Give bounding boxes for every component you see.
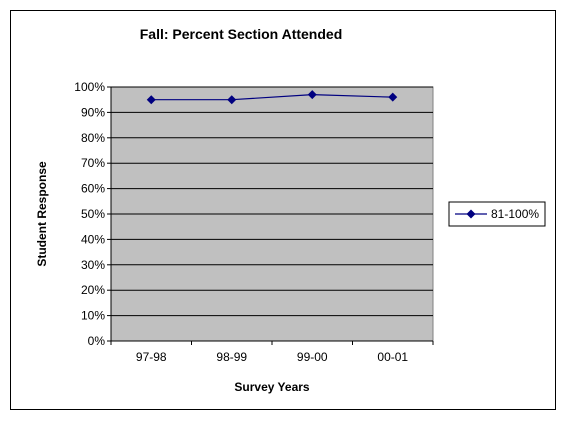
y-tick-label: 30% <box>81 258 105 272</box>
y-tick-label: 40% <box>81 232 105 246</box>
y-tick-label: 10% <box>81 309 105 323</box>
y-tick-label: 90% <box>81 105 105 119</box>
y-tick-label: 20% <box>81 283 105 297</box>
data-point-marker <box>227 95 237 105</box>
data-point-marker <box>307 90 317 100</box>
x-tick-label: 97-98 <box>136 350 167 364</box>
chart-frame: Fall: Percent Section Attended 0% 10% 20% 3… <box>10 10 556 410</box>
data-point-marker <box>146 95 156 105</box>
y-axis-title: Student Response <box>35 161 49 267</box>
data-point-marker <box>388 92 398 102</box>
x-tick-label: 98-99 <box>216 350 247 364</box>
y-tick-label: 50% <box>81 207 105 221</box>
y-axis-ticks: 0% 10% 20% 30% 40% 50% 60% 70% 80% 90% 100% <box>74 80 111 348</box>
series-line <box>151 94 393 101</box>
chart-title: Fall: Percent Section Attended <box>140 26 343 42</box>
line-chart: Fall: Percent Section Attended 0% 10% 20% 3… <box>35 26 546 394</box>
x-axis-ticks: 97-98 98-99 99-00 00-01 <box>110 341 434 364</box>
x-axis-title: Survey Years <box>234 380 310 394</box>
y-tick-label: 70% <box>81 156 105 170</box>
legend: 81-100% <box>448 201 546 227</box>
series-group <box>146 90 398 105</box>
legend-series-marker <box>466 209 476 219</box>
legend-series-label: 81-100% <box>491 207 539 221</box>
y-tick-label: 100% <box>74 80 105 94</box>
x-tick-label: 00-01 <box>377 350 408 364</box>
y-tick-label: 60% <box>81 182 105 196</box>
gridlines <box>111 86 433 317</box>
y-tick-label: 80% <box>81 131 105 145</box>
x-tick-label: 99-00 <box>297 350 328 364</box>
y-tick-label: 0% <box>88 334 106 348</box>
